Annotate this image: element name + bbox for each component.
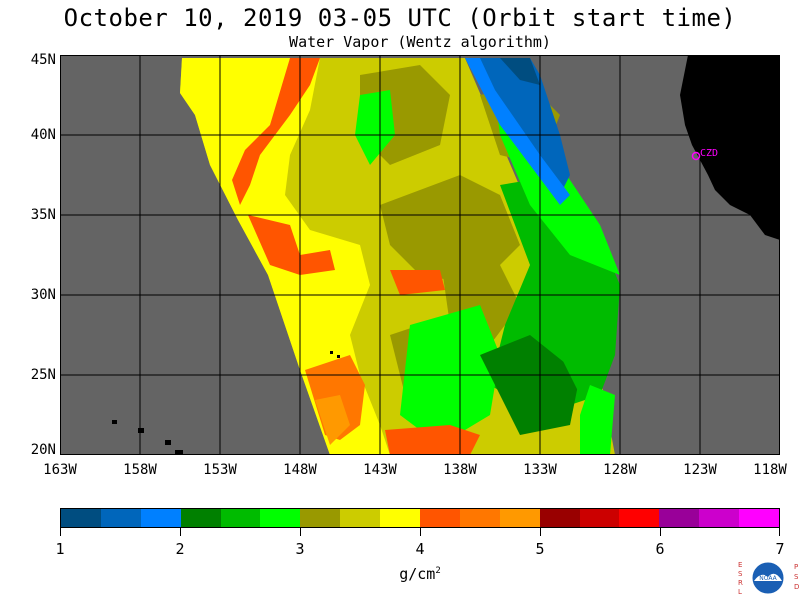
lat-label-45n: 45N <box>30 52 56 68</box>
colorbar-tick-label: 3 <box>295 540 305 558</box>
colorbar-tick <box>779 528 780 536</box>
lon-label-128w: 128W <box>603 462 637 478</box>
lon-label-163w: 163W <box>43 462 77 478</box>
noaa-bird-icon <box>754 573 782 581</box>
graticule <box>60 55 780 455</box>
logo-letter-d: D <box>794 583 799 591</box>
colorbar-tick <box>540 528 541 536</box>
station-marker[interactable]: CZD <box>691 148 719 161</box>
colorbar <box>60 508 780 528</box>
station-circle-icon <box>691 151 701 161</box>
colorbar-tick-label: 1 <box>55 540 65 558</box>
logo-letter-s: S <box>738 570 743 578</box>
colorbar-segment <box>459 509 500 527</box>
page-title: October 10, 2019 03-05 UTC (Orbit start … <box>63 4 737 32</box>
colorbar-segment <box>619 509 660 527</box>
colorbar-segment <box>300 509 341 527</box>
logo-letter-l: L <box>738 588 742 596</box>
land-mass <box>680 55 780 240</box>
station-label: CZD <box>700 148 718 159</box>
island-maui <box>165 440 171 445</box>
dark-green-south <box>480 335 580 435</box>
lon-label-143w: 143W <box>363 462 397 478</box>
lon-label-123w: 123W <box>683 462 717 478</box>
lon-label-148w: 148W <box>283 462 317 478</box>
light-blue-band <box>465 58 570 205</box>
colorbar-segment <box>699 509 740 527</box>
green-patch-edge <box>580 385 615 455</box>
esrl-psd-noaa-logo: E S R L P S D NOAA <box>736 557 800 600</box>
colorbar-segment <box>659 509 700 527</box>
colorbar-segment <box>100 509 141 527</box>
island-hawaii <box>175 450 183 455</box>
logo-letter-e: E <box>738 561 742 569</box>
colorbar-segment <box>739 509 780 527</box>
water-vapor-map[interactable]: CZD <box>60 55 780 455</box>
colorbar-tick-label: 5 <box>535 540 545 558</box>
island-oahu <box>138 428 144 433</box>
colorbar-tick <box>300 528 301 536</box>
orange-patch-bottom <box>385 425 480 455</box>
esrl-letters: E S R L <box>738 561 743 596</box>
map-border <box>60 55 780 455</box>
colorbar-segment <box>420 509 460 527</box>
colorbar-tick-label: 4 <box>415 540 425 558</box>
colorbar-segment <box>579 509 620 527</box>
lon-label-118w: 118W <box>753 462 787 478</box>
orange-patch-west <box>248 215 335 275</box>
colorbar-tick-label: 7 <box>775 540 785 558</box>
lat-label-35n: 35N <box>30 207 56 223</box>
colorbar-segment <box>260 509 301 527</box>
logo-letter-r: R <box>738 579 743 587</box>
island-dot-a <box>330 351 333 354</box>
orange-patch-deep <box>315 395 350 445</box>
orange-patch-mid <box>390 270 445 295</box>
lon-label-158w: 158W <box>123 462 157 478</box>
noaa-logo-text: NOAA <box>759 575 777 582</box>
lon-label-133w: 133W <box>523 462 557 478</box>
colorbar-tick <box>60 528 61 536</box>
lat-label-40n: 40N <box>30 127 56 143</box>
logo-letter-p: P <box>794 563 798 571</box>
dark-blue-band <box>500 58 540 85</box>
colorbar-unit-label: g/cm2 <box>370 562 470 583</box>
colorbar-tick <box>420 528 421 536</box>
lat-label-20n: 20N <box>30 442 56 458</box>
colorbar-tick-label: 2 <box>175 540 185 558</box>
colorbar-segment <box>180 509 221 527</box>
colorbar-segment <box>61 509 101 527</box>
colorbar-segment <box>380 509 421 527</box>
unit-exponent: 2 <box>435 566 441 576</box>
colorbar-segment <box>539 509 580 527</box>
lat-label-25n: 25N <box>30 367 56 383</box>
lon-label-138w: 138W <box>443 462 477 478</box>
subtitle: Water Vapor (Wentz algorithm) <box>289 33 551 51</box>
colorbar-tick <box>180 528 181 536</box>
bright-green-north-patch <box>355 90 395 165</box>
lat-label-30n: 30N <box>30 287 56 303</box>
green-east-strip <box>560 255 605 395</box>
colorbar-segment <box>340 509 381 527</box>
island-kauai <box>112 420 117 424</box>
colorbar-segment <box>140 509 181 527</box>
psd-letters: P S D <box>794 563 799 591</box>
colorbar-segment <box>499 509 540 527</box>
lon-label-153w: 153W <box>203 462 237 478</box>
hawaiian-islands <box>112 351 340 455</box>
colorbar-tick-label: 6 <box>655 540 665 558</box>
colorbar-segment <box>220 509 261 527</box>
unit-text: g/cm <box>399 565 436 583</box>
logo-letter-s2: S <box>794 573 799 581</box>
island-dot-b <box>337 355 340 358</box>
orange-patch-north <box>232 58 320 205</box>
colorbar-tick <box>660 528 661 536</box>
